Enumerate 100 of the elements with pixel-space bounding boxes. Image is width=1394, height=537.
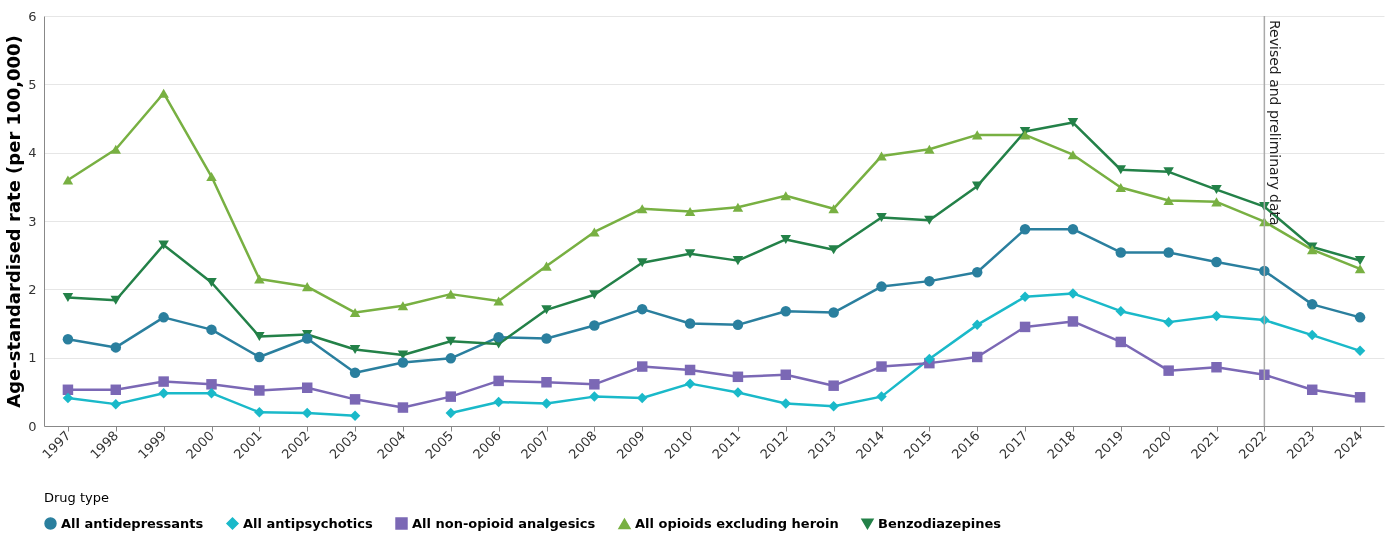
point bbox=[1115, 336, 1127, 348]
point bbox=[254, 274, 265, 284]
point bbox=[397, 301, 409, 311]
y-tick-label: 3 bbox=[28, 213, 37, 229]
point bbox=[301, 282, 313, 292]
point bbox=[206, 387, 217, 399]
point bbox=[924, 275, 935, 287]
point bbox=[1115, 182, 1127, 193]
point bbox=[924, 144, 935, 154]
point bbox=[1211, 310, 1222, 322]
point bbox=[1115, 305, 1127, 317]
point bbox=[254, 385, 265, 396]
point bbox=[110, 144, 122, 154]
point bbox=[1211, 185, 1222, 195]
point bbox=[1306, 329, 1318, 341]
point bbox=[732, 319, 744, 331]
legend-label: All antidepressants bbox=[61, 515, 204, 531]
point bbox=[1115, 247, 1127, 258]
point bbox=[445, 391, 457, 402]
point bbox=[732, 387, 744, 398]
point bbox=[1354, 312, 1366, 323]
point bbox=[684, 206, 696, 216]
point bbox=[1354, 345, 1366, 357]
point bbox=[541, 333, 552, 344]
point bbox=[158, 312, 169, 323]
point bbox=[1211, 197, 1222, 207]
point bbox=[445, 289, 457, 299]
point bbox=[541, 305, 552, 315]
point bbox=[349, 394, 361, 405]
ref-line-label: Revised and preliminary data bbox=[1267, 20, 1284, 226]
point bbox=[541, 398, 552, 409]
point bbox=[684, 249, 696, 259]
y-tick-label: 6 bbox=[28, 8, 37, 24]
point bbox=[780, 369, 792, 380]
point bbox=[1019, 130, 1031, 140]
point bbox=[1354, 392, 1366, 403]
point bbox=[445, 336, 457, 346]
point bbox=[1211, 256, 1222, 268]
point bbox=[206, 324, 217, 335]
point bbox=[62, 333, 74, 345]
point bbox=[62, 392, 74, 404]
point bbox=[493, 396, 504, 408]
point bbox=[924, 353, 935, 365]
y-tick-label: 4 bbox=[28, 145, 37, 161]
point bbox=[589, 320, 600, 331]
legend-label: All opioids excluding heroin bbox=[635, 515, 839, 531]
legend-label: All antipsychotics bbox=[243, 515, 373, 531]
point bbox=[828, 245, 839, 255]
y-tick-label: 1 bbox=[28, 350, 37, 366]
point bbox=[206, 379, 217, 390]
point bbox=[684, 364, 696, 376]
point bbox=[1067, 150, 1079, 160]
point bbox=[1163, 316, 1174, 328]
point bbox=[684, 318, 696, 329]
point bbox=[1019, 223, 1031, 235]
point bbox=[1163, 365, 1174, 376]
point bbox=[158, 387, 169, 399]
point bbox=[349, 344, 361, 355]
point bbox=[254, 407, 265, 418]
point bbox=[110, 295, 122, 305]
point bbox=[636, 258, 648, 268]
point bbox=[1019, 321, 1031, 333]
point bbox=[971, 181, 983, 191]
y-tick-label: 2 bbox=[28, 281, 37, 297]
point bbox=[924, 215, 935, 225]
point bbox=[780, 191, 792, 201]
point bbox=[876, 361, 887, 372]
point bbox=[971, 351, 983, 363]
point bbox=[110, 384, 122, 396]
point bbox=[254, 331, 265, 342]
point bbox=[589, 391, 600, 402]
point bbox=[876, 213, 887, 223]
point bbox=[206, 277, 217, 288]
point bbox=[349, 308, 361, 318]
point bbox=[1067, 118, 1079, 128]
point bbox=[828, 204, 839, 214]
point bbox=[1354, 264, 1366, 274]
point bbox=[445, 353, 457, 364]
point bbox=[1306, 384, 1318, 396]
point bbox=[301, 382, 313, 393]
legend-label: Benzodiazepines bbox=[878, 515, 1002, 531]
y-axis-title: Age-standardised rate (per 100,000) bbox=[3, 35, 25, 408]
point bbox=[445, 407, 457, 419]
point bbox=[732, 256, 744, 266]
point bbox=[158, 376, 169, 387]
point bbox=[1163, 247, 1174, 258]
point bbox=[349, 410, 361, 421]
point bbox=[589, 379, 600, 390]
point bbox=[636, 204, 648, 214]
point bbox=[493, 331, 504, 343]
point bbox=[1067, 316, 1079, 327]
point bbox=[1306, 299, 1318, 310]
point bbox=[684, 378, 696, 389]
point bbox=[541, 377, 552, 388]
point bbox=[254, 351, 265, 363]
point bbox=[158, 88, 169, 98]
point bbox=[1067, 223, 1079, 235]
y-tick-label: 0 bbox=[28, 418, 37, 434]
point bbox=[828, 307, 839, 318]
legend-label: All non-opioid analgesics bbox=[412, 515, 596, 531]
